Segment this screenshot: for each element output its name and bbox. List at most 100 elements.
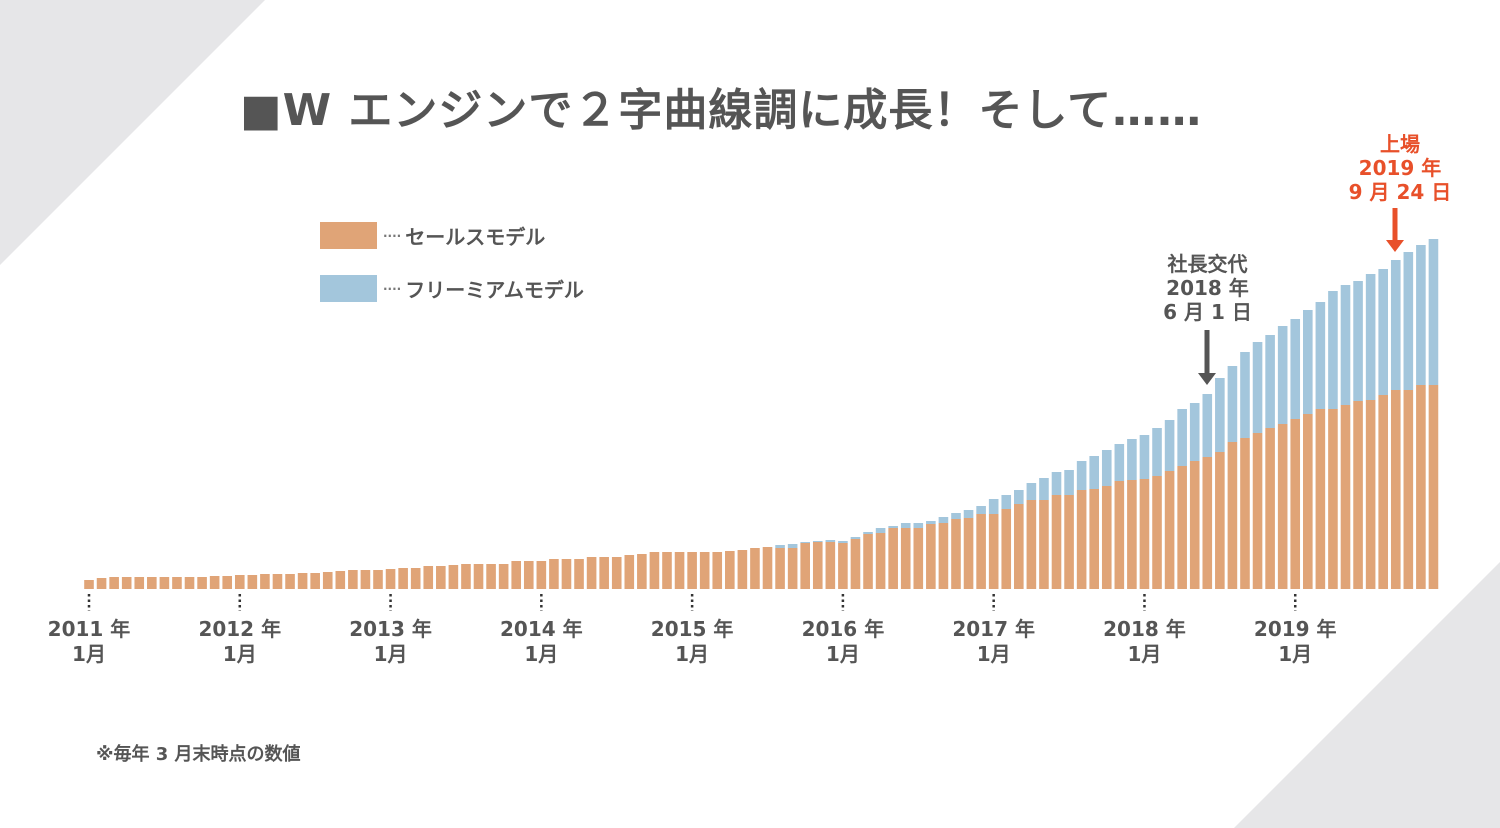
bar-freemium (1290, 319, 1301, 419)
bar-sales (197, 577, 207, 589)
bar-sales (775, 548, 785, 589)
bar-sales (1378, 395, 1388, 589)
bar-sales (297, 573, 308, 589)
annotation-ipo-line3: 9 月 24 日 (1348, 180, 1452, 204)
bar-sales (586, 557, 597, 589)
bar-sales (536, 561, 547, 589)
bar-sales (574, 559, 584, 589)
bar-freemium (1428, 239, 1439, 385)
bar-sales (423, 566, 434, 589)
bar-sales (209, 576, 220, 589)
bar-sales (1265, 428, 1275, 589)
bar-sales (1014, 504, 1024, 589)
x-tick-year: 2011 年 (47, 617, 131, 641)
annotation-ceo-line2: 2018 年 (1166, 276, 1249, 300)
bar-freemium (1164, 420, 1175, 471)
bar-sales (285, 574, 295, 589)
bar-freemium (1101, 450, 1112, 486)
bar-freemium (1365, 274, 1376, 400)
x-tick-label: 2018 年 1月 (1089, 617, 1199, 667)
bar-freemium (1152, 428, 1162, 476)
legend-swatch-freemium (320, 275, 377, 302)
x-tick-year: 2014 年 (500, 617, 583, 641)
bar-freemium (863, 532, 873, 534)
x-tick-month: 1月 (373, 642, 408, 666)
bar-sales (272, 574, 283, 589)
bar-sales (674, 552, 685, 589)
bar-sales (787, 548, 798, 589)
bar-freemium (1089, 456, 1099, 489)
bar-sales (121, 577, 132, 589)
bar-freemium (1277, 326, 1288, 424)
bar-freemium (1189, 403, 1200, 461)
bar-freemium (1177, 409, 1187, 466)
x-tick-label: 2011 年 1月 (34, 617, 144, 667)
bar-freemium (1303, 310, 1313, 414)
bar-sales (1127, 480, 1137, 589)
annotation-ceo-change: 社長交代 2018 年 6 月 1 日 (1150, 252, 1265, 324)
bar-freemium (838, 541, 848, 543)
bar-sales (523, 561, 534, 589)
bar-sales (184, 577, 195, 589)
annotation-ipo-line2: 2019 年 (1358, 156, 1442, 180)
bar-sales (335, 571, 346, 589)
legend-item-sales: ···· セールスモデル (320, 221, 545, 250)
bar-freemium (1390, 260, 1401, 390)
x-tick-label: 2014 年 1月 (486, 617, 596, 667)
x-tick-year: 2015 年 (650, 617, 734, 641)
bar-sales (1089, 489, 1099, 589)
bar-sales (486, 564, 496, 589)
bar-sales (888, 528, 898, 589)
annotation-ipo-line1: 上場 (1380, 132, 1420, 156)
bar-freemium (913, 523, 924, 528)
bar-freemium (1340, 285, 1351, 405)
bar-sales (1403, 390, 1414, 589)
bar-freemium (938, 517, 949, 523)
bar-sales (96, 578, 107, 589)
bar-sales (247, 575, 258, 589)
x-tick-month: 1月 (72, 642, 106, 666)
bar-freemium (900, 523, 911, 528)
bar-sales (838, 543, 848, 589)
bar-sales (461, 564, 471, 589)
bar-sales (1177, 466, 1187, 589)
x-tick-month: 1月 (222, 642, 257, 666)
bar-sales (260, 574, 270, 589)
bar-sales (988, 514, 999, 589)
bar-freemium (1064, 470, 1074, 495)
bar-sales (1164, 471, 1175, 589)
bar-sales (875, 533, 886, 589)
bar-sales (1064, 495, 1074, 589)
bar-freemium (1014, 490, 1024, 504)
bar-sales (850, 539, 861, 589)
bar-sales (913, 528, 924, 589)
bar-freemium (1240, 352, 1250, 438)
x-tick-label: 2015 年 1月 (637, 617, 747, 667)
bar-sales (725, 551, 735, 589)
bar-sales (448, 565, 459, 589)
bar-sales (762, 547, 773, 589)
x-tick-month: 1月 (976, 642, 1011, 666)
bar-sales (549, 559, 559, 589)
bar-freemium (1252, 342, 1263, 433)
bar-freemium (951, 513, 961, 519)
bar-sales (1365, 400, 1376, 589)
bar-sales (1189, 461, 1200, 589)
bar-freemium (800, 542, 811, 543)
bar-sales (310, 573, 320, 589)
bar-freemium (850, 537, 861, 539)
x-tick-month: 1月 (825, 642, 860, 666)
x-tick-label: 2019 年 1月 (1240, 617, 1350, 667)
bar-sales (712, 552, 723, 589)
annotation-ceo-line1: 社長交代 (1167, 252, 1248, 276)
bar-sales (1290, 419, 1301, 589)
bar-sales (1303, 414, 1313, 589)
bar-freemium (1353, 281, 1363, 401)
bar-sales (498, 564, 509, 589)
bar-sales (234, 575, 245, 589)
legend-label-sales: セールスモデル (405, 225, 546, 249)
bar-sales (599, 557, 609, 589)
bar-freemium (1378, 269, 1388, 395)
bar-sales (1416, 385, 1426, 589)
bar-sales (963, 518, 974, 589)
